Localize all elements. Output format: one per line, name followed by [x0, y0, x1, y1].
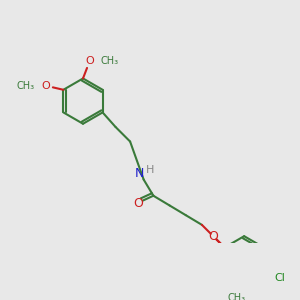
Text: H: H [146, 165, 154, 175]
Text: CH₃: CH₃ [227, 292, 245, 300]
Text: O: O [85, 56, 94, 66]
Text: N: N [135, 167, 144, 180]
Text: CH₃: CH₃ [101, 56, 119, 66]
Text: Cl: Cl [274, 273, 285, 283]
Text: CH₃: CH₃ [16, 81, 34, 91]
Text: O: O [41, 81, 50, 91]
Text: O: O [208, 230, 218, 243]
Text: O: O [133, 196, 143, 209]
